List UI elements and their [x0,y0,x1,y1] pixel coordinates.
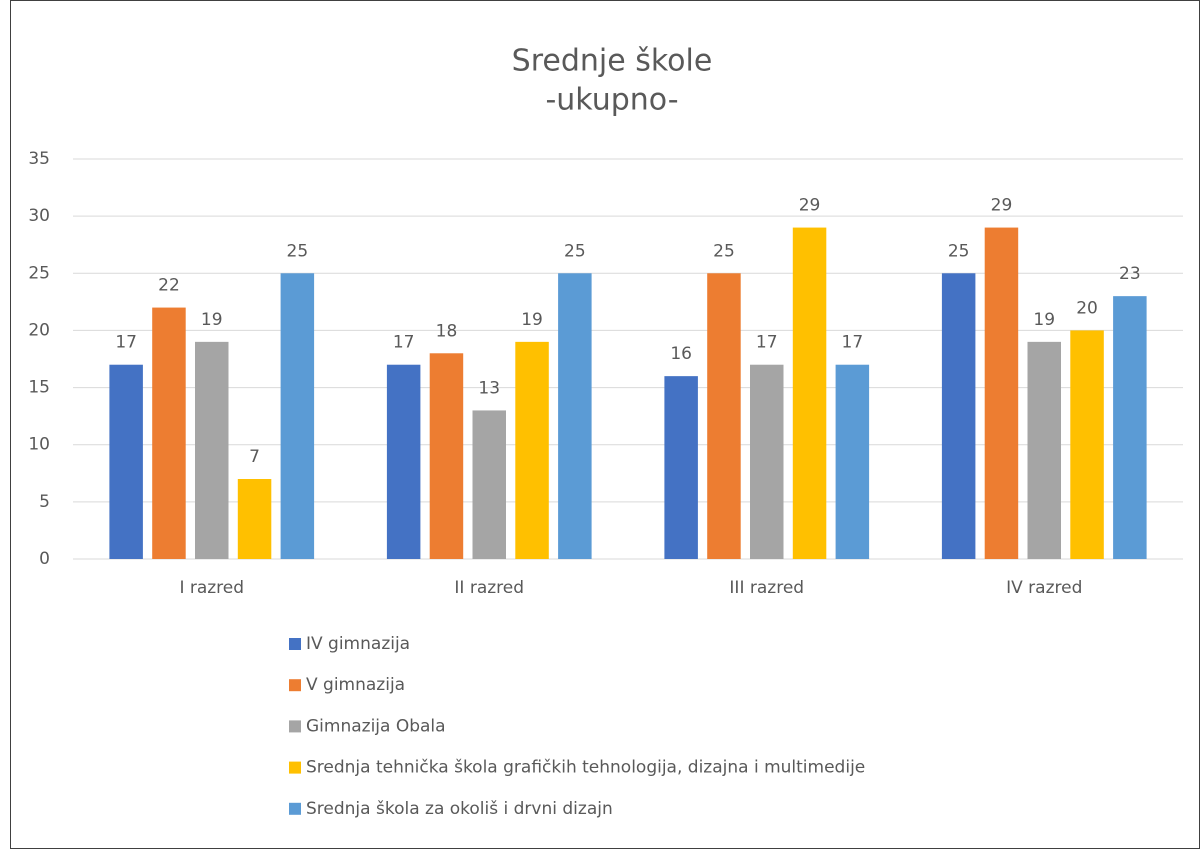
data-label: 7 [249,447,260,467]
data-label: 18 [436,321,458,341]
x-tick-label: I razred [179,578,244,598]
x-tick-label: III razred [729,578,804,598]
data-label: 25 [713,241,735,261]
bar [1070,330,1104,559]
bar [984,227,1019,560]
legend-swatch [289,679,301,692]
legend-label: Srednja tehnička škola grafičkih tehnolo… [306,758,865,778]
bar [195,341,229,559]
data-label: 22 [158,276,180,296]
y-tick-label: 35 [28,149,50,169]
bar [472,410,506,559]
legend-swatch [289,761,301,774]
legend-label: Gimnazija Obala [306,716,446,736]
bar [237,479,272,559]
bar [386,364,421,559]
data-label: 29 [991,196,1013,216]
legend-label: V gimnazija [306,675,405,695]
x-tick-label: IV razred [1006,578,1082,598]
data-label: 25 [287,241,309,261]
y-tick-label: 10 [28,435,50,455]
y-tick-label: 15 [28,378,50,398]
bar [664,376,698,559]
bar [707,273,741,559]
legend-swatch [289,720,301,733]
y-tick-label: 5 [39,492,50,512]
data-label: 17 [115,333,137,353]
data-label: 29 [799,196,821,216]
data-label: 19 [521,310,543,330]
bar [515,341,549,559]
data-label: 25 [564,241,586,261]
data-label: 19 [1033,310,1055,330]
x-tick-label: II razred [454,578,524,598]
data-label: 17 [393,333,415,353]
legend-swatch [289,802,301,815]
chart-title: Srednje škole [512,44,713,79]
chart-subtitle: -ukupno- [545,83,678,118]
bar [1113,296,1147,559]
legend-label: Srednja škola za okoliš i drvni dizajn [306,799,613,819]
y-tick-label: 20 [28,320,50,340]
bar [429,353,464,559]
bar [1027,341,1061,559]
legend-swatch [289,638,301,650]
data-label: 23 [1119,264,1141,284]
bar [558,273,592,559]
data-label: 17 [756,333,778,353]
data-label: 25 [948,241,970,261]
data-label: 20 [1076,298,1098,318]
y-tick-label: 25 [28,263,50,283]
data-label: 16 [670,344,692,364]
bar [109,364,143,559]
data-label: 19 [201,310,223,330]
bar [792,227,827,560]
data-label: 13 [478,378,500,398]
chart-border [10,0,1200,849]
bar [152,307,186,559]
bar [750,364,784,559]
y-tick-label: 30 [28,206,50,226]
y-tick-label: 0 [39,549,50,569]
data-label: 17 [842,333,864,353]
bar [941,273,976,559]
bar [835,364,870,559]
legend-label: IV gimnazija [306,634,410,654]
bar [280,273,315,559]
